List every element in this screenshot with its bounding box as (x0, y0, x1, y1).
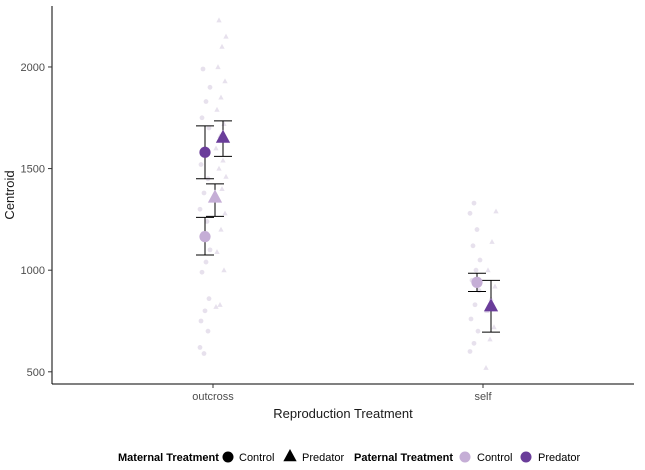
raw-point (213, 303, 219, 309)
raw-point (477, 257, 483, 263)
raw-point (214, 249, 220, 255)
y-tick-label: 2000 (21, 62, 45, 74)
legend-maternal-predator-key (283, 449, 297, 462)
raw-point (202, 308, 208, 314)
raw-point (219, 186, 225, 192)
mean-marker (199, 146, 211, 158)
raw-point (467, 210, 473, 216)
raw-point (483, 364, 489, 370)
raw-point (485, 267, 491, 273)
raw-point (221, 267, 227, 273)
raw-point (473, 267, 479, 273)
raw-point (200, 66, 206, 72)
raw-point (206, 125, 212, 131)
mean-marker (199, 231, 211, 243)
raw-point (217, 301, 223, 307)
raw-point (223, 173, 229, 179)
legend: Maternal Treatment Control Predator Pate… (118, 449, 581, 464)
y-tick-label: 1500 (21, 164, 45, 176)
raw-point (207, 247, 213, 253)
raw-point (203, 99, 209, 104)
raw-point (475, 328, 481, 334)
mean-marker (207, 189, 223, 203)
raw-point (215, 64, 221, 70)
raw-point (219, 43, 225, 49)
raw-point (201, 351, 207, 356)
mean-marker (483, 298, 499, 312)
y-ticks: 500 1000 1500 2000 (21, 62, 52, 379)
x-tick-label: outcross (192, 391, 234, 403)
error-bars-layer (196, 120, 500, 333)
raw-point (199, 115, 205, 121)
raw-point (468, 316, 474, 322)
mean-marker (215, 129, 231, 143)
raw-point (216, 17, 222, 23)
raw-point (467, 349, 473, 354)
y-axis-title: Centroid (2, 170, 17, 219)
x-axis-title: Reproduction Treatment (273, 406, 413, 421)
raw-point (201, 190, 207, 196)
raw-point (221, 121, 227, 126)
raw-point (218, 94, 224, 100)
y-tick-label: 500 (27, 367, 45, 379)
raw-point (222, 78, 228, 84)
legend-maternal-control-label: Control (239, 452, 274, 464)
raw-point (214, 106, 220, 112)
raw-point (198, 318, 204, 324)
y-tick-label: 1000 (21, 265, 45, 277)
raw-point (471, 200, 477, 206)
x-tick-label: self (474, 391, 492, 403)
raw-point (489, 238, 495, 244)
legend-maternal-control-key (222, 451, 234, 463)
raw-point (205, 328, 211, 334)
legend-paternal-control-label: Control (477, 452, 512, 464)
raw-point (197, 206, 203, 212)
raw-point (474, 227, 480, 232)
raw-point (216, 165, 222, 171)
raw-point (206, 296, 212, 302)
raw-point (223, 33, 229, 39)
raw-point (472, 302, 478, 308)
raw-point (470, 243, 476, 249)
raw-point (204, 219, 210, 224)
raw-point (492, 283, 498, 289)
raw-points-layer (197, 17, 499, 370)
raw-point (487, 336, 493, 342)
raw-point (213, 145, 219, 151)
legend-paternal-predator-key (520, 451, 532, 463)
raw-point (218, 226, 224, 232)
mean-markers-layer (199, 129, 499, 312)
raw-point (471, 340, 477, 346)
raw-point (491, 324, 497, 330)
raw-point (198, 162, 204, 167)
legend-maternal-title: Maternal Treatment (118, 452, 219, 464)
legend-paternal-title: Paternal Treatment (354, 452, 453, 464)
raw-point (203, 259, 209, 265)
mean-marker (471, 276, 483, 288)
x-ticks: outcross self (192, 384, 492, 403)
legend-maternal-predator-label: Predator (302, 452, 345, 464)
raw-point (222, 210, 228, 216)
raw-point (199, 269, 205, 275)
raw-point (493, 208, 499, 214)
raw-point (207, 84, 213, 90)
raw-point (197, 345, 203, 350)
raw-point (220, 157, 226, 163)
legend-paternal-control-key (459, 451, 471, 463)
legend-paternal-predator-label: Predator (538, 452, 581, 464)
